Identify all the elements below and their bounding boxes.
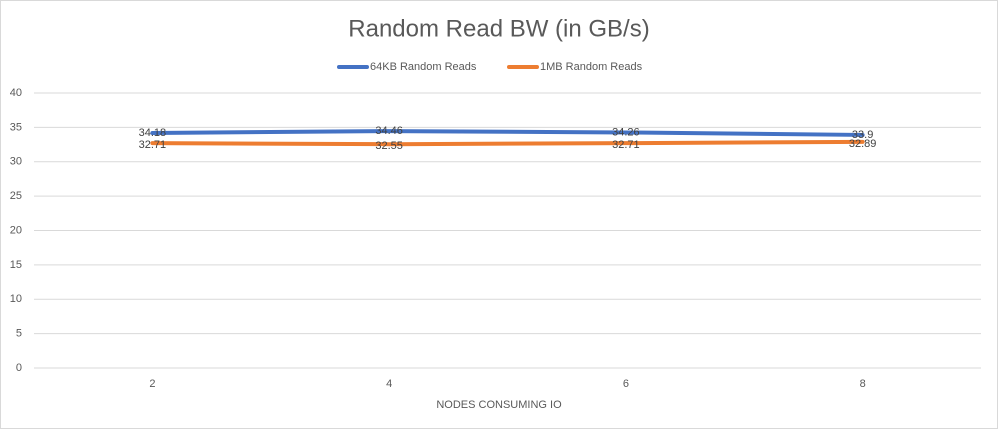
data-label: 32.71 (612, 139, 640, 151)
chart-title: Random Read BW (in GB/s) (348, 15, 649, 42)
data-label: 34.26 (612, 126, 640, 138)
y-tick-label: 20 (10, 224, 22, 236)
y-tick-label: 0 (16, 362, 22, 374)
x-tick-label: 4 (386, 378, 392, 390)
legend-label: 1MB Random Reads (540, 61, 643, 73)
y-tick-label: 40 (10, 87, 22, 99)
series-line (150, 139, 865, 147)
x-tick-label: 6 (623, 378, 629, 390)
data-label: 32.55 (375, 140, 403, 152)
x-axis-label: NODES CONSUMING IO (436, 399, 562, 411)
y-tick-label: 35 (10, 121, 22, 133)
data-label: 34.46 (375, 125, 403, 137)
y-tick-label: 30 (10, 156, 22, 168)
series-line (150, 129, 865, 137)
y-tick-label: 5 (16, 328, 22, 340)
data-label: 34.18 (139, 127, 167, 139)
y-tick-label: 25 (10, 190, 22, 202)
data-label: 32.89 (849, 138, 877, 150)
x-tick-label: 8 (860, 378, 866, 390)
data-label: 32.71 (139, 139, 167, 151)
legend-label: 64KB Random Reads (370, 61, 477, 73)
y-tick-label: 15 (10, 259, 22, 271)
x-tick-label: 2 (149, 378, 155, 390)
y-tick-label: 10 (10, 293, 22, 305)
data-label: 33.9 (852, 129, 873, 141)
